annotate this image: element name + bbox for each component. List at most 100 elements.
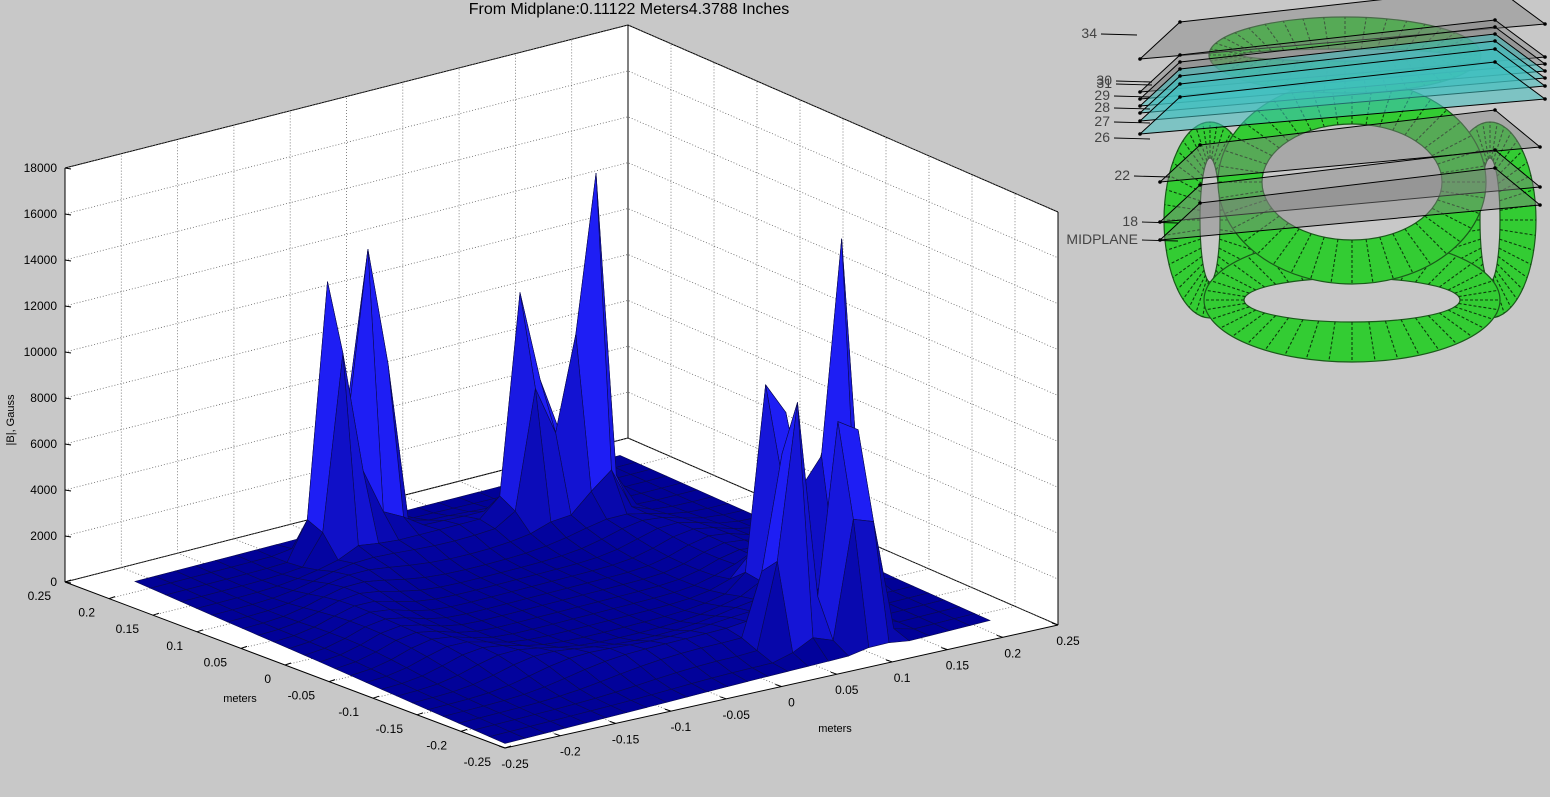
y-tick-mark [372, 695, 380, 699]
y-tick-label: -0.05 [288, 689, 316, 703]
plane-corner-dot [1198, 201, 1202, 205]
plane-corner-dot [1138, 57, 1142, 61]
plane-corner-dot [1493, 47, 1497, 51]
coil-winding [1440, 165, 1485, 174]
y-tick-mark [328, 679, 336, 683]
plane-label-arrow [1100, 33, 1138, 36]
z-tick-mark [64, 443, 72, 446]
coil-winding [1182, 140, 1205, 171]
plane-corner-dot [1493, 25, 1497, 29]
y-tick-label: 0.2 [78, 606, 95, 620]
x-tick-mark [941, 647, 948, 651]
plane-corner-dot [1543, 69, 1547, 73]
y-tick-label: 0.1 [166, 639, 183, 653]
x-tick-label: -0.25 [501, 757, 529, 771]
x-tick-label: 0.05 [835, 683, 859, 697]
coil-winding [1376, 18, 1388, 50]
y-tick-mark [240, 645, 248, 649]
surface-mesh [134, 173, 991, 744]
x-tick-label: -0.05 [723, 708, 751, 722]
coil-winding [1211, 123, 1218, 159]
coil-winding [1482, 123, 1489, 159]
coil-winding [1172, 255, 1203, 279]
z-tick-label: 8000 [30, 391, 57, 405]
plane-corner-dot [1493, 18, 1497, 22]
coil-winding [1284, 319, 1304, 356]
y-tick-label: 0.05 [204, 655, 228, 669]
plane-corner-dot [1543, 97, 1547, 101]
surface-patch [488, 731, 527, 744]
plane-corner-dot [1543, 76, 1547, 80]
coil-winding [1246, 315, 1277, 345]
x-tick-label: -0.1 [671, 720, 692, 734]
plane-corner-dot [1543, 55, 1547, 59]
y-tick-mark [108, 596, 116, 600]
plane-corner-dot [1538, 145, 1542, 149]
coil-winding [1177, 150, 1204, 177]
z-axis-label: |B|, Gauss [5, 394, 17, 445]
z-tick-label: 2000 [30, 529, 57, 543]
coil-winding [1400, 319, 1420, 356]
coil-winding [1243, 215, 1280, 243]
surface-plot[interactable]: 0 2000 4000 6000 8000 10000 12000 14000 16000 180… [0, 0, 1100, 797]
x-tick-mark [554, 733, 561, 737]
coil-winding [1172, 161, 1203, 185]
coil-winding [1164, 204, 1201, 211]
coil-winding [1231, 263, 1265, 288]
coil-winding [1491, 123, 1498, 159]
plane-corner-dot [1493, 166, 1497, 170]
x-axis-label: meters [818, 723, 852, 735]
plane-corner-dot [1178, 82, 1182, 86]
coil-winding [1182, 269, 1205, 300]
coil-winding [1232, 207, 1273, 229]
x-tick-mark [830, 671, 837, 675]
coil-winding [1454, 280, 1493, 294]
plane-label: 29 [1094, 87, 1110, 103]
plane-label-arrow [1113, 107, 1151, 110]
coil-winding [1365, 239, 1374, 283]
x-tick-mark [664, 708, 672, 712]
plane-label: 18 [1122, 213, 1138, 229]
y-axis-label: meters [223, 693, 257, 705]
coil-winding [1166, 189, 1201, 202]
x-tick-mark [609, 720, 616, 724]
plane-corner-dot [1538, 185, 1542, 189]
z-tick-mark [64, 167, 72, 170]
coil-winding [1424, 215, 1461, 243]
coil-winding [1492, 126, 1505, 162]
plane-corner-dot [1198, 143, 1202, 147]
coil-winding [1415, 109, 1448, 142]
z-tick-mark [64, 259, 72, 262]
y-tick-mark [284, 662, 292, 666]
coil-winding [1211, 280, 1250, 294]
coil-winding [1224, 199, 1267, 215]
plane-corner-dot [1178, 67, 1182, 71]
plane-corner-dot [1493, 39, 1497, 43]
coil-winding [1305, 320, 1320, 360]
coil-winding [1202, 123, 1209, 159]
plane-label: 22 [1114, 167, 1130, 183]
coil-winding [1231, 312, 1265, 337]
coil-winding [1499, 229, 1536, 236]
coil-winding [1498, 175, 1532, 193]
plot-title: From Midplane:0.11122 Meters4.3788 Inche… [468, 1, 790, 18]
coil-winding [1497, 161, 1528, 185]
plane-label-arrow [1115, 83, 1153, 86]
plane-corner-dot [1198, 183, 1202, 187]
plane-label-arrow [1133, 175, 1171, 178]
coil-winding [1212, 126, 1225, 162]
plane-corner-dot [1543, 22, 1547, 26]
coil-winding [1424, 121, 1461, 149]
plane-label: 27 [1094, 113, 1110, 129]
coil-winding [1323, 17, 1330, 50]
z-tick-mark [64, 305, 72, 308]
coil-winding [1495, 140, 1518, 171]
coil-winding [1246, 255, 1277, 285]
coil-winding [1219, 309, 1257, 329]
coil-winding [1494, 132, 1512, 166]
coil-winding [1195, 278, 1208, 314]
z-tick-label: 12000 [24, 299, 58, 313]
x-tick-label: -0.15 [612, 732, 640, 746]
coil-winding [1497, 255, 1528, 279]
z-tick-label: 6000 [30, 437, 57, 451]
